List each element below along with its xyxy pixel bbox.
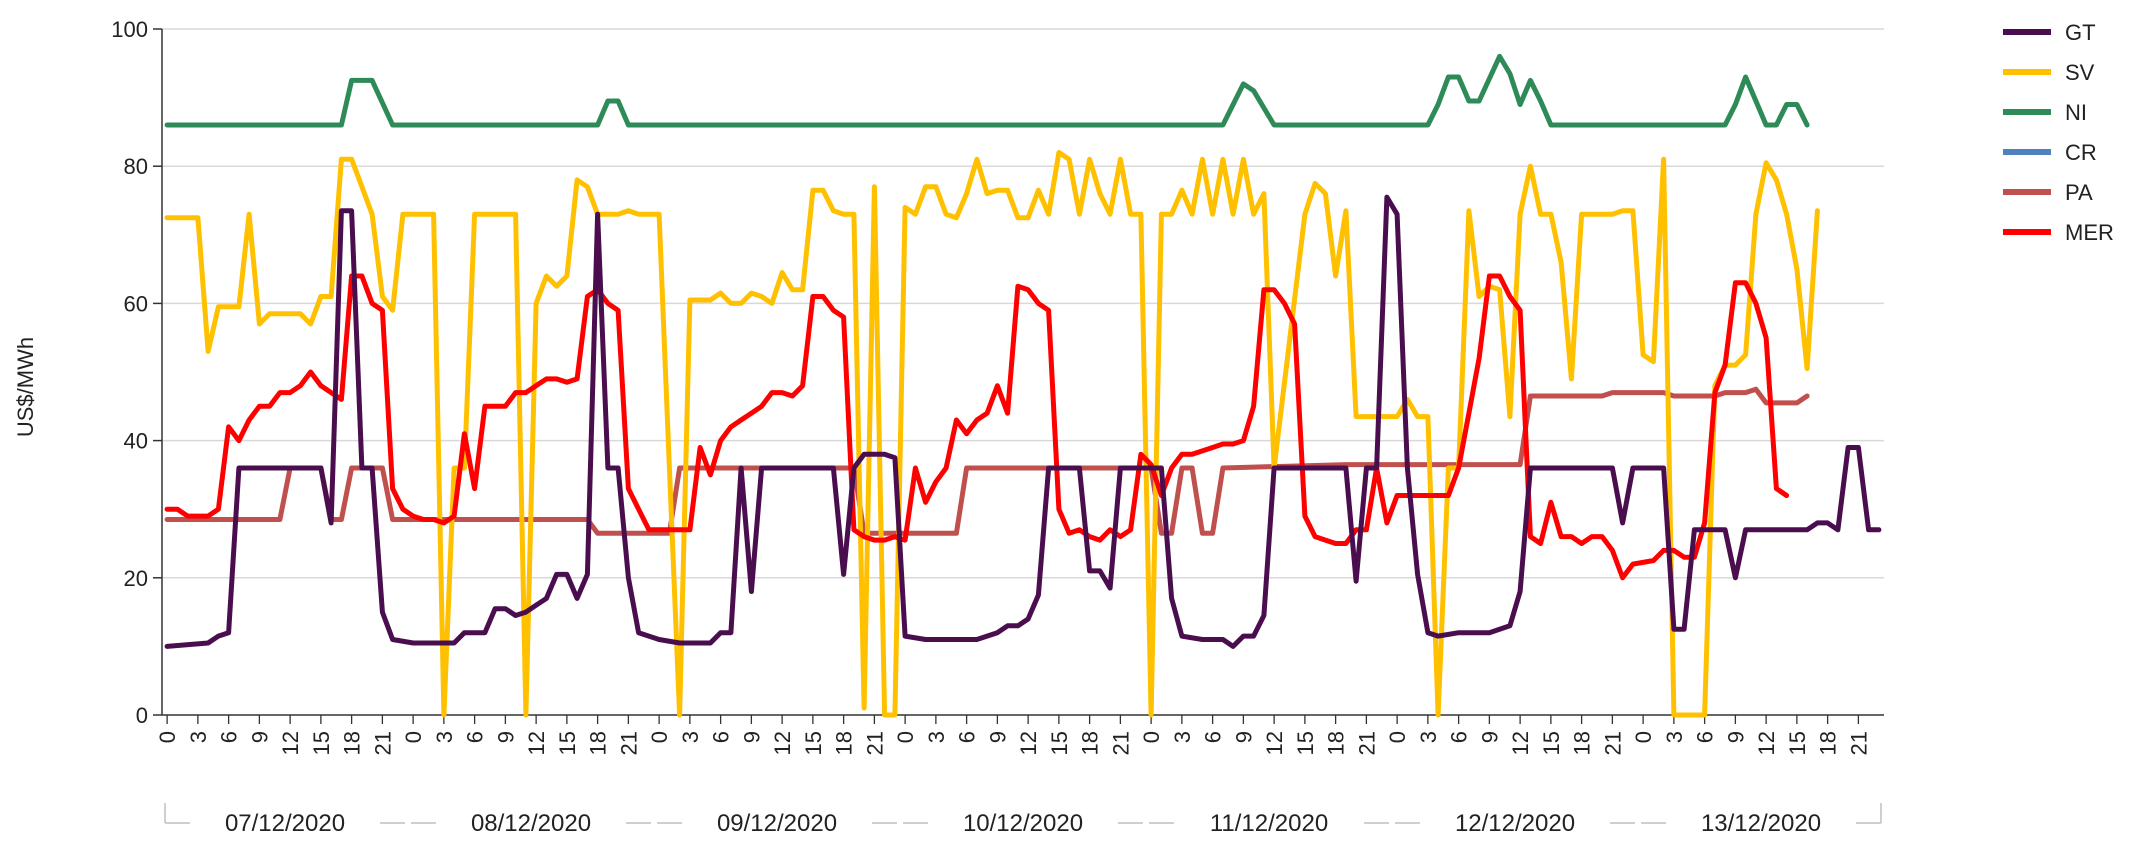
x-tick-label: 6 — [217, 731, 242, 743]
x-tick-label: 21 — [1600, 731, 1625, 755]
x-tick-label: 3 — [1170, 731, 1195, 743]
x-tick-label: 0 — [1631, 731, 1656, 743]
y-tick-label: 20 — [124, 566, 148, 591]
x-tick-label: 6 — [709, 731, 734, 743]
day-label: 10/12/2020 — [963, 810, 1083, 837]
series-line-mer — [164, 273, 1790, 581]
y-axis-label: US$/MWh — [13, 337, 38, 437]
x-tick-label: 0 — [1385, 731, 1410, 743]
y-tick-label: 40 — [124, 429, 148, 454]
day-label: 08/12/2020 — [471, 810, 591, 837]
y-tick-label: 100 — [111, 17, 148, 42]
y-tick-label: 0 — [136, 703, 148, 728]
x-tick-label: 0 — [401, 731, 426, 743]
legend-label-cr: CR — [2065, 140, 2097, 165]
legend-label-ni: NI — [2065, 100, 2087, 125]
x-tick-label: 6 — [955, 731, 980, 743]
x-tick-label: 12 — [1016, 731, 1041, 755]
x-tick-label: 15 — [555, 731, 580, 755]
x-tick-label: 9 — [739, 731, 764, 743]
x-tick-label: 21 — [1846, 731, 1871, 755]
x-tick-label: 9 — [1477, 731, 1502, 743]
x-tick-label: 12 — [770, 731, 795, 755]
series-line-gt — [164, 194, 1882, 649]
x-tick-label: 15 — [1047, 731, 1072, 755]
x-tick-label: 6 — [1693, 731, 1718, 743]
x-tick-label: 18 — [1324, 731, 1349, 755]
x-tick-label: 6 — [1447, 731, 1472, 743]
x-tick-label: 21 — [862, 731, 887, 755]
x-tick-label: 18 — [340, 731, 365, 755]
x-tick-label: 9 — [1231, 731, 1256, 743]
day-label: 13/12/2020 — [1701, 810, 1821, 837]
x-tick-label: 9 — [985, 731, 1010, 743]
x-tick-label: 3 — [678, 731, 703, 743]
x-tick-label: 15 — [1539, 731, 1564, 755]
x-tick-label: 12 — [1508, 731, 1533, 755]
day-label: 11/12/2020 — [1210, 810, 1328, 837]
x-tick-label: 3 — [1662, 731, 1687, 743]
series-line-sv — [164, 150, 1820, 718]
x-tick-label: 18 — [586, 731, 611, 755]
x-tick-label: 3 — [1416, 731, 1441, 743]
x-tick-label: 21 — [1354, 731, 1379, 755]
x-tick-label: 21 — [1108, 731, 1133, 755]
y-tick-label: 60 — [124, 291, 148, 316]
x-tick-label: 15 — [1785, 731, 1810, 755]
day-label: 09/12/2020 — [717, 810, 837, 837]
x-tick-label: 21 — [616, 731, 641, 755]
x-tick-label: 3 — [186, 731, 211, 743]
series-line-ni — [164, 53, 1810, 128]
x-tick-label: 0 — [893, 731, 918, 743]
x-tick-label: 12 — [524, 731, 549, 755]
x-tick-label: 15 — [801, 731, 826, 755]
x-tick-label: 15 — [1293, 731, 1318, 755]
x-tick-label: 18 — [1078, 731, 1103, 755]
x-tick-label: 21 — [370, 731, 395, 755]
x-tick-label: 9 — [1723, 731, 1748, 743]
legend-label-mer: MER — [2065, 220, 2114, 245]
day-label: 12/12/2020 — [1455, 810, 1575, 837]
legend-label-gt: GT — [2065, 20, 2096, 45]
x-tick-label: 12 — [1262, 731, 1287, 755]
x-tick-label: 12 — [1754, 731, 1779, 755]
day-label: 07/12/2020 — [225, 810, 345, 837]
x-tick-label: 12 — [278, 731, 303, 755]
x-tick-label: 6 — [1201, 731, 1226, 743]
x-tick-label: 0 — [1139, 731, 1164, 743]
x-tick-label: 0 — [155, 731, 180, 743]
x-tick-label: 0 — [647, 731, 672, 743]
x-tick-label: 18 — [1570, 731, 1595, 755]
x-tick-label: 3 — [924, 731, 949, 743]
x-tick-label: 9 — [493, 731, 518, 743]
x-tick-label: 18 — [1816, 731, 1841, 755]
x-tick-label: 3 — [432, 731, 457, 743]
legend-label-pa: PA — [2065, 180, 2093, 205]
x-tick-label: 15 — [309, 731, 334, 755]
x-tick-label: 9 — [247, 731, 272, 743]
x-tick-label: 6 — [463, 731, 488, 743]
legend-label-sv: SV — [2065, 60, 2095, 85]
x-tick-label: 18 — [832, 731, 857, 755]
y-tick-label: 80 — [124, 154, 148, 179]
